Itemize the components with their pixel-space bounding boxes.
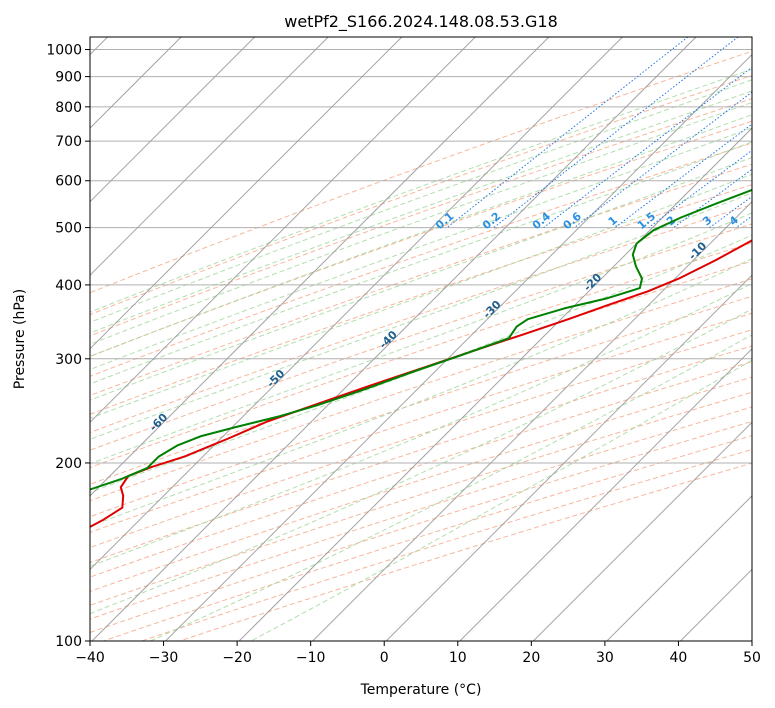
isotherm-line xyxy=(606,495,752,641)
dry-adiabat-line xyxy=(90,223,752,451)
x-tick-label: −20 xyxy=(222,650,252,666)
x-tick-label: 50 xyxy=(743,650,761,666)
temperature-profile xyxy=(90,239,752,528)
x-tick-label: −30 xyxy=(149,650,179,666)
dry-adiabat-line xyxy=(90,278,752,502)
x-tick-label: 10 xyxy=(449,650,467,666)
y-tick-label: 600 xyxy=(55,174,82,190)
chart-title: wetPf2_S166.2024.148.08.53.G18 xyxy=(284,12,558,32)
y-tick-label: 1000 xyxy=(46,43,82,59)
dry-adiabat-line xyxy=(90,142,752,377)
x-tick-label: −10 xyxy=(296,650,326,666)
isotherm-line xyxy=(90,37,329,276)
y-tick-label: 100 xyxy=(55,634,82,650)
moist-adiabat-line xyxy=(250,359,752,641)
isotherm-line xyxy=(90,37,403,350)
moist-adiabat-line xyxy=(90,283,752,567)
moist-adiabat-line xyxy=(90,101,752,345)
isotherm-line xyxy=(165,53,752,641)
dry-adiabat-line xyxy=(90,312,752,533)
y-tick-label: 500 xyxy=(55,221,82,237)
dry-adiabat-line xyxy=(90,184,752,415)
dry-adiabat-line xyxy=(90,391,752,606)
y-tick-label: 400 xyxy=(55,278,82,294)
moist-adiabat-line xyxy=(90,212,752,465)
mixing-ratio-line xyxy=(493,37,739,228)
y-tick-label: 200 xyxy=(55,456,82,472)
profile-lines xyxy=(90,188,752,528)
y-axis-label: Pressure (hPa) xyxy=(12,289,28,389)
x-tick-label: 40 xyxy=(670,650,688,666)
dry-adiabat-line xyxy=(90,98,752,337)
moist-adiabat-line xyxy=(90,156,752,401)
background-lines xyxy=(90,37,752,641)
dry-adiabat-line xyxy=(103,435,752,641)
isotherm-line xyxy=(90,37,256,203)
mixing-ratio-line xyxy=(446,37,689,228)
y-tick-label: 700 xyxy=(55,134,82,150)
plot-frame xyxy=(89,36,753,642)
isotherm-line xyxy=(312,200,752,641)
y-tick-label: 800 xyxy=(55,100,82,116)
isotherm-line xyxy=(532,421,752,641)
axes: −40 −30 −20 −10 0 10 20 30 40 50 1000 900 800 700 600 5… xyxy=(46,43,761,666)
dewpoint-profile xyxy=(90,188,752,491)
dry-adiabat-line xyxy=(90,406,752,620)
x-tick-label: −40 xyxy=(75,650,105,666)
isotherm-line xyxy=(90,37,476,424)
dry-adiabat-line xyxy=(90,329,752,549)
x-tick-label: 0 xyxy=(380,650,389,666)
y-tick-label: 300 xyxy=(55,352,82,368)
moist-adiabat-line xyxy=(90,127,752,371)
isotherm-line xyxy=(90,37,623,571)
x-tick-label: 30 xyxy=(596,650,614,666)
isotherm-line xyxy=(238,127,752,641)
isotherm-line xyxy=(91,37,697,641)
x-axis-label: Temperature (°C) xyxy=(360,682,482,698)
isotherm-line xyxy=(385,274,752,641)
dry-adiabat-line xyxy=(90,420,752,633)
moist-adiabat-line xyxy=(150,334,752,641)
isotherm-line xyxy=(459,348,752,641)
mixing-ratio-line xyxy=(648,149,752,228)
isotherm-line xyxy=(90,37,550,497)
x-tick-label: 20 xyxy=(522,650,540,666)
moist-adiabat-line xyxy=(90,114,752,357)
moist-adiabat-line xyxy=(90,173,752,419)
dry-adiabat-line xyxy=(90,120,752,357)
mixing-ratio-line xyxy=(574,91,752,228)
y-tick-label: 900 xyxy=(55,70,82,86)
